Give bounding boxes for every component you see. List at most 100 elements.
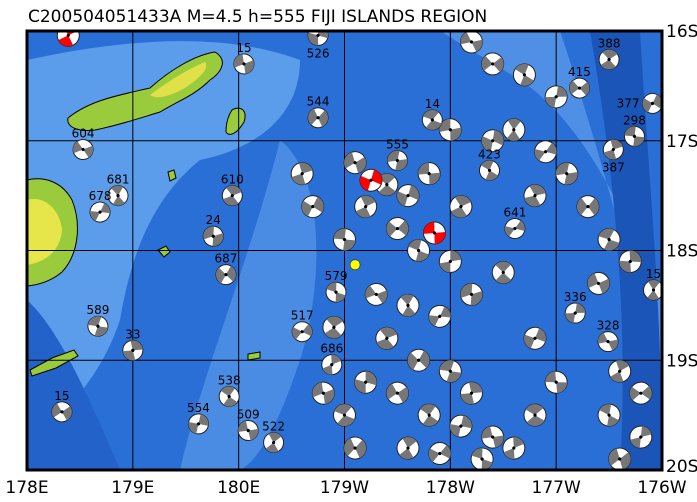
focal-mechanism-beachball: [576, 195, 600, 219]
longitude-labels: 178E 179E 180E 179W 178W 177W 176W: [5, 478, 686, 498]
focal-mechanism-beachball: [291, 321, 313, 343]
depth-label: 526: [307, 46, 330, 60]
lau-island: [157, 245, 171, 258]
focal-mechanism-beachball: [301, 195, 325, 219]
latitude-labels: 16S 17S 18S 19S 20S: [666, 22, 697, 477]
focal-mechanism-beachball: [587, 271, 610, 295]
depth-label: 388: [598, 37, 621, 51]
focal-mechanism-beachball: [623, 125, 645, 147]
focal-mechanism-beachball: [460, 31, 483, 54]
labeled-events: [51, 31, 662, 454]
lon-tick-label: 178W: [426, 478, 475, 498]
focal-mechanism-beachball: [629, 381, 653, 405]
focal-mechanism-beachball: [107, 185, 129, 207]
depth-label: 604: [72, 127, 95, 141]
focal-mechanism-beachball: [470, 447, 494, 470]
focal-mechanism-beachball: [407, 348, 431, 372]
focal-mechanism-beachball: [72, 139, 94, 161]
other-events: [290, 31, 653, 470]
focal-mechanism-beachball: [343, 151, 367, 175]
focal-mechanism-beachball: [544, 85, 568, 109]
focal-mechanism-beachball: [422, 221, 446, 245]
bathymetry-mid: [180, 140, 317, 470]
lon-tick-label: 177W: [532, 478, 581, 498]
depth-label: 681: [107, 173, 130, 187]
focal-mechanism-beachball: [428, 442, 452, 466]
focal-mechanism-beachball: [325, 281, 347, 303]
depth-label: 377: [617, 96, 640, 110]
focal-mechanism-beachball: [597, 403, 621, 427]
lau-island: [167, 169, 177, 182]
focal-mechanism-beachball: [237, 419, 259, 441]
focal-mechanism-beachball: [564, 302, 586, 324]
focal-mechanism-beachball: [307, 107, 329, 129]
depth-label: 15: [54, 389, 69, 403]
focal-mechanism-beachball: [502, 436, 526, 460]
focal-mechanism-beachball: [523, 403, 547, 427]
focal-mechanism-beachball: [202, 225, 224, 247]
focal-mechanism-beachball: [56, 31, 80, 47]
lat-tick-label: 16S: [666, 22, 697, 42]
focal-mechanism-beachball: [568, 77, 590, 99]
focal-mechanism-beachball: [396, 293, 420, 317]
focal-mechanism-beachball: [215, 264, 237, 286]
focal-mechanism-beachball: [555, 162, 579, 186]
focal-mechanism-beachball: [333, 403, 356, 427]
focal-mechanism-beachball: [122, 339, 144, 361]
depth-label: 33: [125, 327, 140, 341]
focal-mechanism-beachball: [428, 304, 452, 328]
focal-mechanism-beachball: [354, 370, 378, 394]
focal-mechanism-beachball: [512, 63, 536, 87]
depth-label: 14: [425, 97, 440, 111]
depth-label: 579: [325, 269, 348, 283]
focal-mechanism-beachball: [221, 185, 243, 207]
focal-mechanism-beachball: [449, 195, 473, 219]
lat-tick-label: 18S: [666, 242, 697, 262]
depth-label: 544: [307, 95, 330, 109]
focal-mechanism-beachball: [385, 217, 409, 241]
lat-tick-label: 19S: [666, 351, 697, 371]
focal-mechanism-beachball: [322, 315, 346, 339]
depth-label: 538: [218, 373, 241, 387]
focal-mechanism-beachball: [375, 326, 399, 350]
focal-mechanism-beachball: [481, 129, 505, 153]
depth-label: 522: [262, 420, 285, 434]
focal-mechanism-beachball: [460, 282, 483, 306]
focal-mechanism-beachball: [263, 432, 285, 454]
focal-mechanism-beachball: [460, 381, 483, 405]
focal-mechanism-beachball: [417, 403, 441, 427]
depth-label: 24: [206, 213, 221, 227]
focal-mechanism-beachball: [523, 184, 547, 208]
depth-label: 678: [89, 189, 112, 203]
focal-mechanism-beachball: [233, 53, 255, 75]
lon-tick-label: 180E: [217, 478, 260, 498]
lau-island: [247, 351, 261, 361]
focal-mechanism-beachball: [187, 413, 209, 435]
lat-tick-label: 20S: [666, 457, 697, 477]
depth-label: 641: [503, 206, 526, 220]
viti-levu-highland: [27, 199, 62, 265]
focal-mechanism-beachball: [449, 414, 473, 438]
focal-mechanism-beachball: [478, 159, 500, 181]
focal-mechanism-beachball: [641, 92, 662, 114]
focal-mechanism-beachball: [629, 425, 653, 449]
focal-mechanism-beachball: [218, 385, 240, 407]
depth-label: 554: [187, 401, 210, 415]
focal-mechanism-beachball: [534, 140, 558, 164]
focal-mechanism-beachball: [333, 228, 356, 252]
depth-label: 517: [291, 309, 314, 323]
focal-mechanism-beachball: [51, 401, 73, 423]
focal-mechanism-beachball: [608, 447, 632, 470]
focal-mechanism-beachball: [290, 162, 314, 186]
focal-mechanism-beachball: [481, 52, 505, 76]
bathymetry-deep: [27, 300, 120, 470]
focal-mechanism-beachball: [396, 184, 420, 208]
vanua-levu-island: [67, 51, 223, 131]
target-event: [349, 259, 361, 271]
focal-mechanism-beachball: [504, 218, 526, 240]
focal-mechanism-beachball: [438, 359, 462, 383]
focal-mechanism-beachball: [438, 249, 462, 273]
map-area: [27, 31, 662, 470]
depth-label: 15: [236, 41, 251, 55]
focal-mechanism-beachball: [598, 49, 620, 71]
